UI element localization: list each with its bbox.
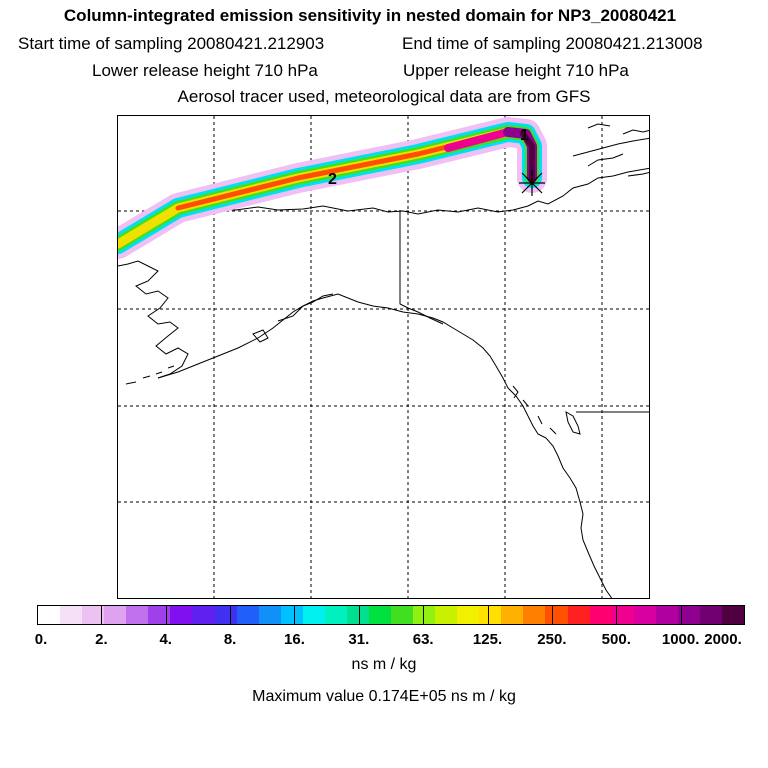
colorbar-separator <box>358 605 360 625</box>
colorbar-tick-label: 8. <box>223 631 237 648</box>
map-svg: 1 2 <box>118 116 649 598</box>
colorbar-segment <box>391 606 414 624</box>
colorbar-tick-label: 4. <box>159 631 172 648</box>
maximum-value: Maximum value 0.174E+05 ns m / kg <box>252 688 516 705</box>
colorbar-segment <box>82 606 105 624</box>
coastlines <box>118 123 649 598</box>
trajectory-label-1: 1 <box>520 127 529 144</box>
colorbar-separator <box>230 605 232 625</box>
colorbar-segment <box>589 606 612 624</box>
colorbar-segment <box>655 606 678 624</box>
colorbar-segment <box>501 606 524 624</box>
gulf-of-alaska <box>277 293 529 417</box>
colorbar-tick-label: 31. <box>348 631 370 648</box>
colorbar-separator <box>101 605 103 625</box>
colorbar-segment <box>633 606 656 624</box>
colorbar-tick-label: 1000. <box>661 631 700 648</box>
colorbar-segment <box>346 606 369 624</box>
alaska-west-coast <box>118 260 189 379</box>
colorbar-separator <box>294 605 296 625</box>
colorbar-tick-label: 0. <box>34 631 48 648</box>
colorbar-segment <box>721 606 744 624</box>
colorbar-segment <box>38 606 61 624</box>
colorbar-segment <box>699 606 722 624</box>
colorbar-tick-label: 2000. <box>704 631 742 648</box>
colorbar-separator <box>551 605 553 625</box>
bc-coast <box>527 415 613 598</box>
colorbar-separator <box>487 605 489 625</box>
colorbar-segment <box>457 606 480 624</box>
colorbar-separator <box>165 605 167 625</box>
colorbar-separator <box>680 605 682 625</box>
banks-island <box>587 123 649 135</box>
colorbar-segment <box>523 606 546 624</box>
colorbar-separator <box>616 605 618 625</box>
tracer-note: Aerosol tracer used, meteorological data… <box>177 87 591 106</box>
alaska-peninsula <box>157 293 334 379</box>
colorbar-segment <box>479 606 502 624</box>
figure-title: Column-integrated emission sensitivity i… <box>63 6 677 25</box>
alaska-canada-border <box>399 210 444 325</box>
colorbar <box>37 605 745 625</box>
colorbar-tick-label: 16. <box>284 631 305 648</box>
colorbar-segment <box>214 606 237 624</box>
colorbar-segment <box>611 606 634 624</box>
trajectory-label-2: 2 <box>328 171 337 188</box>
colorbar-tick-label: 250. <box>537 631 567 648</box>
colorbar-segment <box>258 606 281 624</box>
colorbar-unit: ns m / kg <box>351 656 417 673</box>
colorbar-segment <box>545 606 568 624</box>
colorbar-tick-label: 2. <box>95 631 108 648</box>
emission-plume <box>118 117 547 259</box>
colorbar-segment <box>302 606 325 624</box>
kodiak <box>252 329 269 343</box>
canada-arctic <box>572 137 649 177</box>
colorbar-segment <box>435 606 458 624</box>
colorbar-segment <box>280 606 303 624</box>
sampling-start: Start time of sampling 20080421.212903 <box>18 34 325 53</box>
colorbar-tick-label: 500. <box>601 631 631 648</box>
colorbar-tick-label: 63. <box>412 631 434 648</box>
release-star-icon <box>519 170 545 196</box>
colorbar-segment <box>60 606 83 624</box>
release-lower: Lower release height 710 hPa <box>92 61 318 80</box>
colorbar-segment <box>677 606 700 624</box>
lat-lon-grid <box>118 116 649 598</box>
vancouver-island <box>565 411 581 435</box>
colorbar-segment <box>192 606 215 624</box>
sampling-end: End time of sampling 20080421.213008 <box>402 34 703 53</box>
colorbar-separator <box>423 605 425 625</box>
map-panel: 1 2 <box>117 115 650 599</box>
colorbar-tick-label: 125. <box>472 631 503 648</box>
colorbar-segment <box>104 606 127 624</box>
colorbar-segment <box>170 606 193 624</box>
colorbar-segment <box>567 606 590 624</box>
colorbar-segment <box>368 606 391 624</box>
colorbar-segment <box>148 606 171 624</box>
colorbar-segment <box>236 606 259 624</box>
aleutians <box>125 365 175 385</box>
colorbar-segment <box>324 606 347 624</box>
release-upper: Upper release height 710 hPa <box>403 61 629 80</box>
political-borders <box>399 210 649 413</box>
islands-se <box>512 385 557 435</box>
colorbar-segment <box>126 606 149 624</box>
